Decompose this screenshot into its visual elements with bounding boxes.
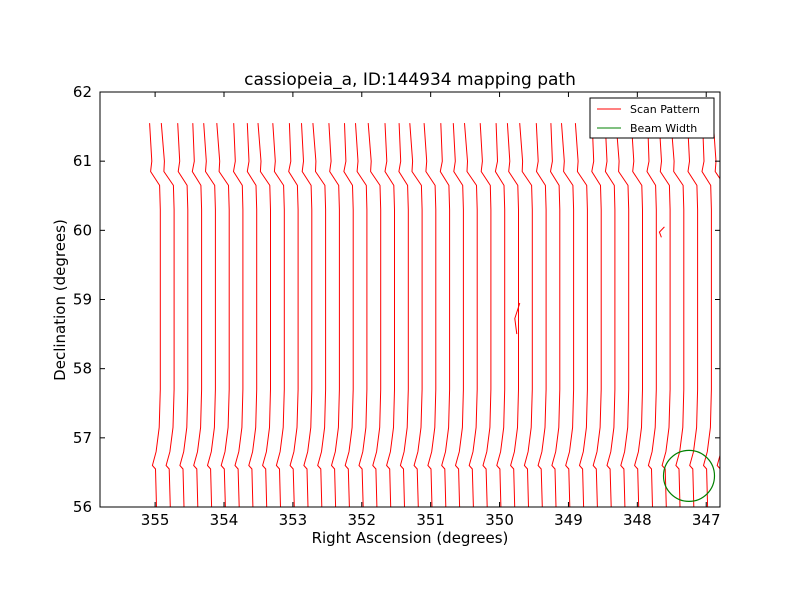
scan-leg bbox=[343, 123, 354, 507]
chart-title: cassiopeia_a, ID:144934 mapping path bbox=[244, 70, 576, 90]
beam-width-circle bbox=[662, 449, 716, 502]
y-axis-ticks: 56 57 58 59 60 61 62 bbox=[73, 83, 720, 516]
x-tick-label: 347 bbox=[692, 511, 721, 529]
x-tick-label: 354 bbox=[210, 511, 239, 529]
scan-leg bbox=[452, 123, 464, 507]
y-tick-label: 62 bbox=[73, 83, 92, 101]
scan-leg bbox=[423, 123, 437, 507]
scan-glitch bbox=[514, 302, 521, 335]
scan-leg bbox=[160, 123, 175, 507]
y-axis-label: Declination (degrees) bbox=[51, 219, 69, 381]
x-tick-label: 355 bbox=[141, 511, 170, 529]
scan-leg bbox=[658, 123, 671, 507]
scan-leg bbox=[519, 123, 533, 507]
scan-glitch bbox=[658, 226, 665, 238]
scan-leg bbox=[630, 123, 643, 507]
y-tick-label: 58 bbox=[73, 360, 92, 378]
scan-leg bbox=[701, 123, 712, 507]
scan-leg bbox=[301, 123, 313, 507]
x-axis-label: Right Ascension (degrees) bbox=[312, 529, 509, 547]
scan-leg bbox=[574, 123, 588, 507]
y-tick-label: 57 bbox=[73, 429, 92, 447]
legend-scan-label: Scan Pattern bbox=[630, 103, 700, 116]
scan-leg bbox=[398, 123, 409, 507]
x-tick-label: 352 bbox=[347, 511, 376, 529]
legend-beam-label: Beam Width bbox=[630, 122, 697, 135]
x-axis-ticks: 355 354 353 352 351 350 349 348 347 bbox=[141, 92, 721, 529]
scan-leg bbox=[272, 123, 285, 507]
y-tick-label: 56 bbox=[73, 498, 92, 516]
scan-leg bbox=[479, 123, 492, 507]
scan-pattern-series bbox=[149, 123, 720, 507]
x-tick-label: 351 bbox=[416, 511, 445, 529]
scan-leg bbox=[615, 123, 630, 507]
y-tick-label: 60 bbox=[73, 221, 92, 239]
scan-leg bbox=[257, 123, 271, 507]
scan-leg bbox=[191, 123, 203, 507]
x-tick-label: 353 bbox=[279, 511, 308, 529]
scan-leg bbox=[549, 123, 561, 507]
scan-leg bbox=[712, 123, 720, 476]
x-tick-label: 350 bbox=[485, 511, 514, 529]
scan-leg bbox=[604, 123, 616, 507]
scan-leg bbox=[246, 123, 258, 507]
scan-leg bbox=[203, 123, 216, 507]
scan-leg bbox=[506, 123, 519, 507]
y-tick-label: 59 bbox=[73, 291, 92, 309]
scan-leg bbox=[367, 123, 382, 507]
scan-leg bbox=[591, 123, 602, 507]
scan-leg bbox=[646, 123, 657, 507]
scan-leg bbox=[216, 123, 230, 507]
scan-leg bbox=[439, 123, 451, 507]
scan-leg bbox=[149, 123, 161, 507]
scan-leg bbox=[328, 123, 340, 507]
scan-leg bbox=[561, 123, 575, 507]
scan-leg bbox=[177, 123, 189, 507]
scan-leg bbox=[312, 123, 327, 507]
scan-leg bbox=[409, 123, 423, 507]
legend: Scan Pattern Beam Width bbox=[589, 97, 715, 139]
scan-leg bbox=[494, 123, 506, 507]
scan-leg bbox=[355, 123, 368, 507]
scan-leg bbox=[687, 123, 699, 507]
x-tick-label: 349 bbox=[554, 511, 583, 529]
x-tick-label: 348 bbox=[623, 511, 652, 529]
scan-leg bbox=[288, 123, 299, 507]
scan-leg bbox=[464, 123, 478, 507]
y-tick-label: 61 bbox=[73, 152, 92, 170]
scan-leg bbox=[670, 123, 685, 507]
scan-leg bbox=[535, 123, 547, 507]
scan-leg bbox=[384, 123, 395, 507]
legend-box bbox=[589, 97, 715, 139]
beam-width-series bbox=[662, 449, 716, 502]
scan-leg bbox=[232, 123, 244, 507]
